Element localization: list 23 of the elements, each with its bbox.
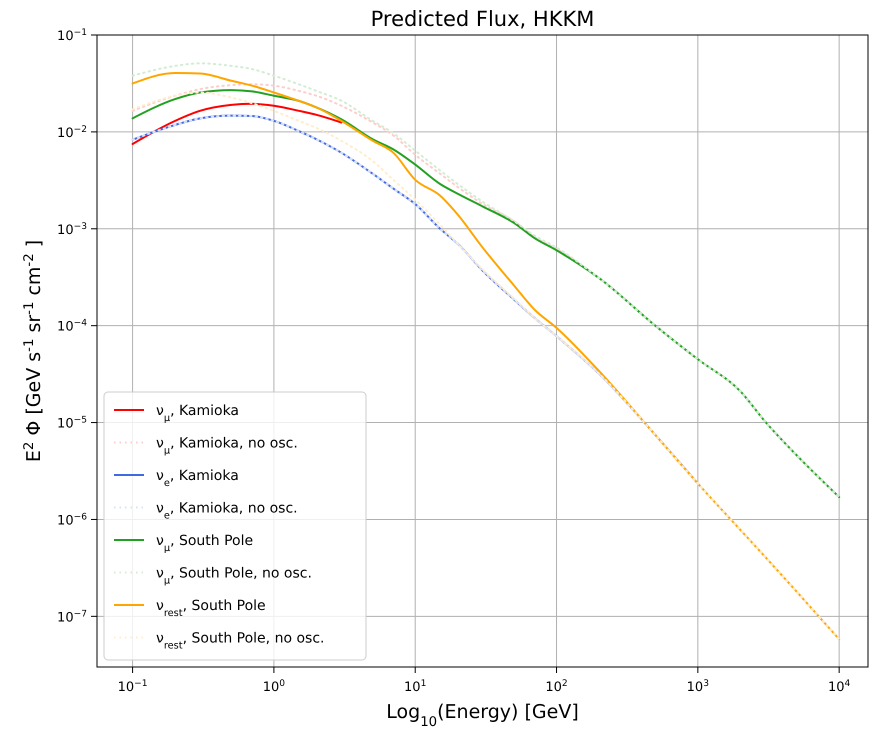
x-tick-label: 10$^{2}$ [545,679,568,695]
legend-label: ν$_{e}$, Kamioka [156,468,239,488]
y-tick-label: 10$^{−3}$ [57,222,88,238]
legend-label: ν$_{μ}$, Kamioka, no osc. [156,436,298,456]
y-tick-label: 10$^{−1}$ [57,28,87,44]
legend-label: ν$_{rest}$, South Pole [156,598,266,618]
legend-label: ν$_{μ}$, South Pole, no osc. [156,566,312,586]
x-tick-label: 10$^{1}$ [404,679,426,695]
x-tick-label: 10$^{−1}$ [118,679,148,695]
legend-label: ν$_{rest}$, South Pole, no osc. [156,630,324,651]
y-tick-label: 10$^{−4}$ [57,318,88,335]
x-tick-label: 10$^{0}$ [262,679,286,695]
legend-label: ν$_{μ}$, Kamioka [156,403,240,424]
legend-label: ν$_{e}$, Kamioka, no osc. [156,500,298,521]
y-tick-label: 10$^{−7}$ [57,609,88,626]
y-tick-label: 10$^{−6}$ [57,512,88,528]
x-tick-label: 10$^{4}$ [828,679,851,695]
chart-title: Predicted Flux, HKKM [370,7,594,31]
x-tick-label: 10$^{3}$ [686,679,710,695]
y-tick-label: 10$^{−5}$ [57,416,87,432]
y-tick-label: 10$^{−2}$ [57,124,87,141]
legend-label: ν$_{μ}$, South Pole [156,533,254,554]
x-axis-title: Log$_{10}$(Energy) [GeV] [386,701,579,730]
